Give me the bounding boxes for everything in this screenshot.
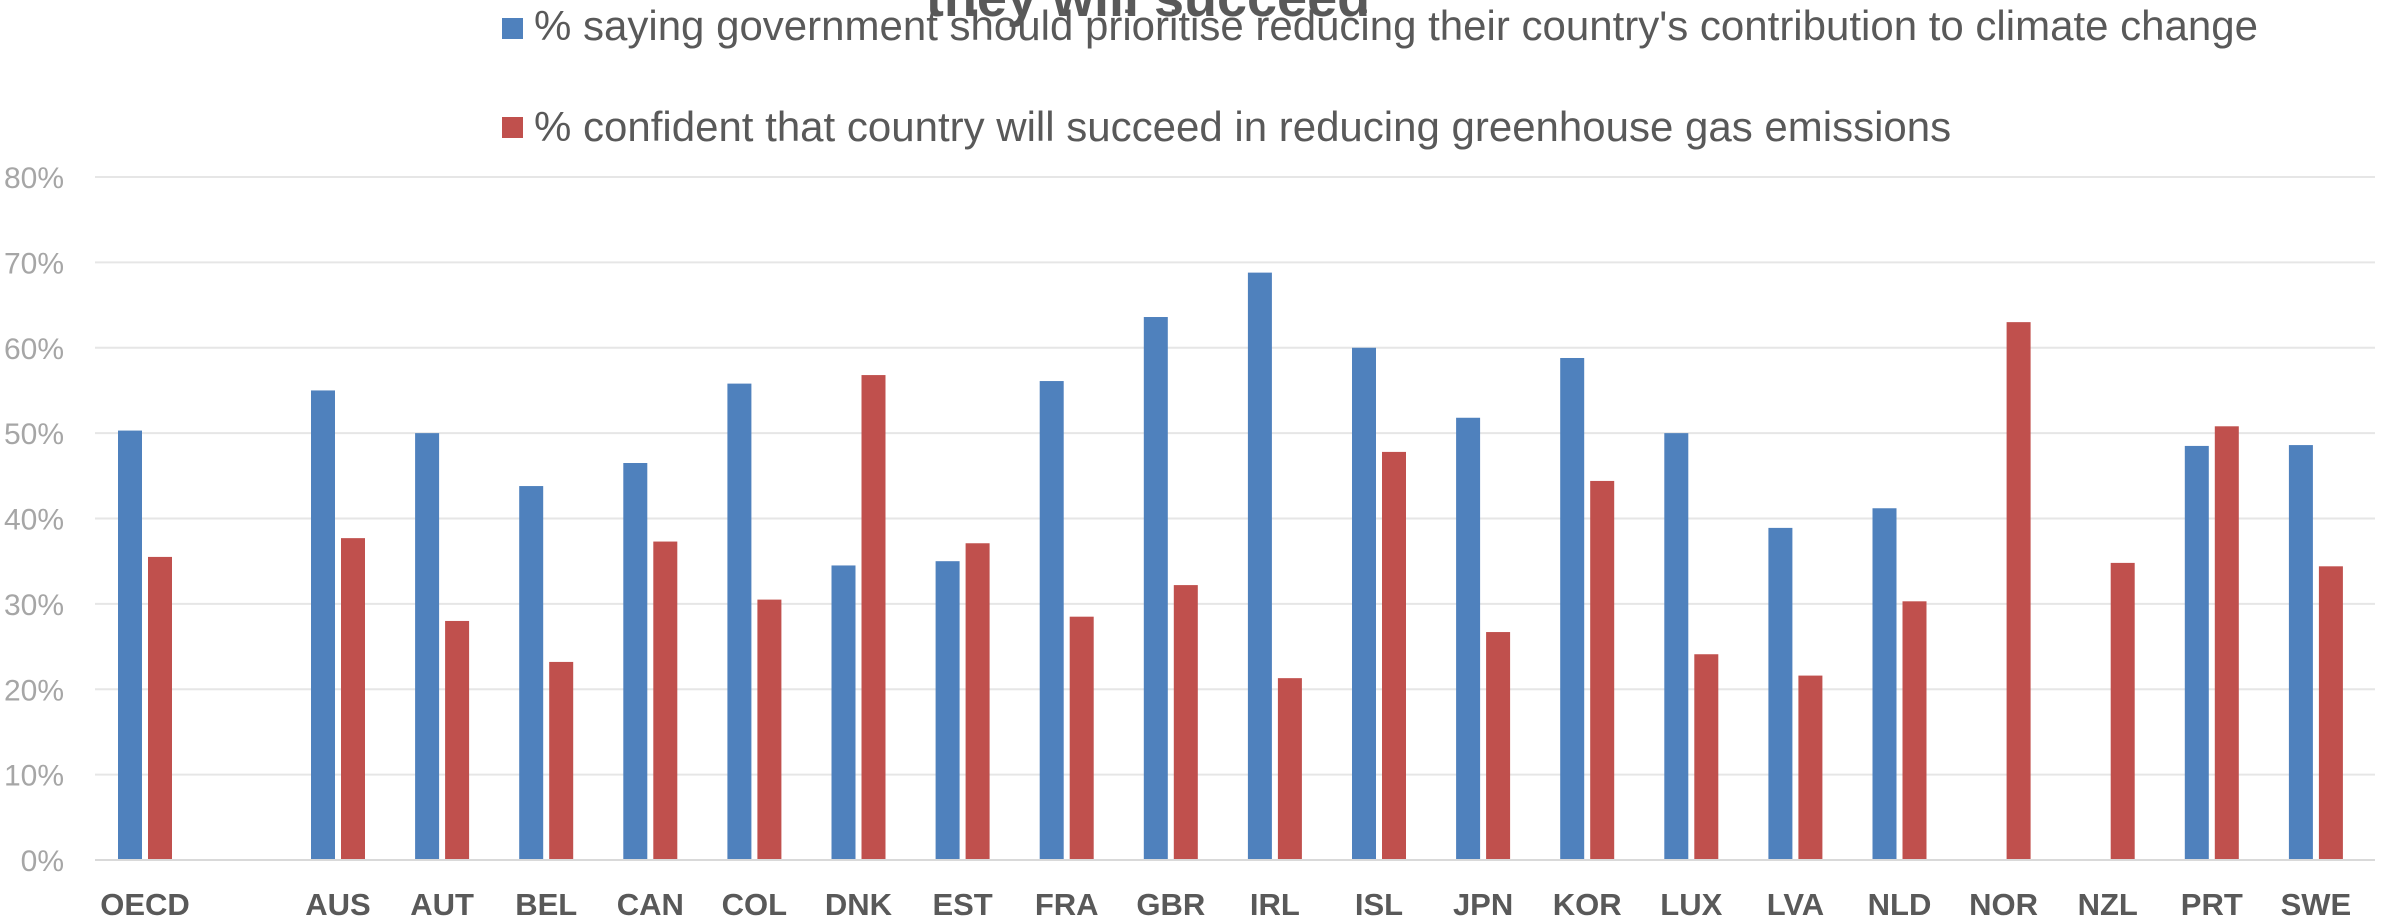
- bar-swe-series-2: [2318, 566, 2343, 860]
- x-tick-label-oecd: OECD: [100, 887, 190, 919]
- gridlines: [95, 176, 2375, 776]
- legend-swatch-series-2: [502, 117, 523, 138]
- bar-fra-series-1: [1039, 381, 1064, 860]
- y-tick-label: 40%: [4, 504, 64, 537]
- bar-isl-series-2: [1382, 451, 1406, 860]
- bar-col-series-1: [727, 383, 752, 860]
- bar-jpn-series-1: [1456, 417, 1481, 860]
- bar-dnk-series-1: [831, 565, 856, 860]
- bar-lva-series-2: [1798, 675, 1823, 860]
- y-tick-label: 70%: [4, 247, 64, 280]
- x-tick-label-nor: NOR: [1969, 887, 2038, 919]
- bar-nld-series-2: [1902, 601, 1927, 860]
- y-tick-label: 10%: [4, 760, 64, 793]
- x-tick-label-swe: SWE: [2281, 887, 2352, 919]
- bar-est-series-2: [965, 543, 990, 860]
- x-tick-label-lva: LVA: [1767, 887, 1824, 919]
- chart-title: they will succeed: [926, 0, 1370, 28]
- y-tick-label: 60%: [4, 333, 64, 366]
- bar-nzl-series-2: [2110, 562, 2135, 860]
- bar-lux-series-2: [1694, 654, 1719, 860]
- x-tick-label-col: COL: [722, 887, 787, 919]
- bar-kor-series-1: [1560, 357, 1585, 860]
- bar-col-series-2: [757, 599, 782, 860]
- bar-aut-series-1: [415, 433, 440, 860]
- bar-prt-series-2: [2214, 426, 2239, 860]
- x-tick-label-lux: LUX: [1660, 887, 1722, 919]
- bar-bel-series-2: [549, 661, 574, 860]
- x-tick-label-can: CAN: [617, 887, 684, 919]
- x-tick-label-est: EST: [932, 887, 992, 919]
- bar-dnk-series-2: [861, 375, 886, 860]
- bar-can-series-2: [653, 541, 678, 860]
- bar-jpn-series-2: [1486, 632, 1511, 860]
- bar-swe-series-1: [2288, 445, 2313, 860]
- x-tick-label-dnk: DNK: [825, 887, 893, 919]
- bar-aut-series-2: [445, 620, 470, 860]
- bar-fra-series-2: [1069, 616, 1094, 860]
- bar-can-series-1: [623, 463, 648, 860]
- bar-kor-series-2: [1590, 480, 1615, 860]
- x-tick-label-kor: KOR: [1553, 887, 1622, 919]
- x-tick-label-nzl: NZL: [2078, 887, 2138, 919]
- bar-prt-series-1: [2184, 445, 2209, 860]
- bar-aus-series-1: [311, 390, 335, 860]
- bar-oecd-series-1: [118, 430, 142, 860]
- bars: [118, 272, 2343, 860]
- legend-swatch-series-1: [502, 18, 523, 39]
- x-tick-label-jpn: JPN: [1453, 887, 1513, 919]
- bar-est-series-1: [935, 561, 960, 860]
- bar-aus-series-2: [341, 538, 365, 860]
- x-tick-label-fra: FRA: [1035, 887, 1099, 919]
- bar-irl-series-1: [1247, 272, 1272, 860]
- x-tick-label-aus: AUS: [305, 887, 370, 919]
- y-tick-label: 80%: [4, 162, 64, 195]
- bar-irl-series-2: [1277, 678, 1302, 860]
- bar-lux-series-1: [1664, 433, 1689, 860]
- bar-lva-series-1: [1768, 527, 1793, 860]
- legend-label-series-1: % saying government should prioritise re…: [534, 2, 2258, 49]
- legend: % saying government should prioritise re…: [502, 2, 2258, 150]
- y-tick-label: 0%: [21, 845, 64, 878]
- x-tick-label-prt: PRT: [2181, 887, 2243, 919]
- legend-label-series-2: % confident that country will succeed in…: [534, 103, 1951, 150]
- x-tick-label-aut: AUT: [410, 887, 474, 919]
- x-axis-ticks: OECD AUS AUT BEL CAN COL DNK EST FRA GBR IRL ISL JPN…: [100, 887, 2351, 919]
- y-tick-label: 20%: [4, 674, 64, 707]
- y-tick-label: 30%: [4, 589, 64, 622]
- bar-nld-series-1: [1872, 508, 1897, 860]
- bar-oecd-series-2: [148, 556, 172, 860]
- y-tick-label: 50%: [4, 418, 64, 451]
- y-axis-ticks: 0% 10% 20% 30% 40% 50% 60% 70% 80%: [4, 162, 64, 878]
- x-tick-label-irl: IRL: [1250, 887, 1300, 919]
- bar-gbr-series-2: [1173, 585, 1198, 860]
- x-tick-label-isl: ISL: [1355, 887, 1403, 919]
- bar-isl-series-1: [1352, 347, 1376, 860]
- bar-gbr-series-1: [1143, 317, 1168, 860]
- bar-bel-series-1: [519, 486, 544, 860]
- x-tick-label-nld: NLD: [1868, 887, 1932, 919]
- x-tick-label-bel: BEL: [515, 887, 577, 919]
- x-tick-label-gbr: GBR: [1136, 887, 1205, 919]
- bar-nor-series-2: [2006, 322, 2031, 860]
